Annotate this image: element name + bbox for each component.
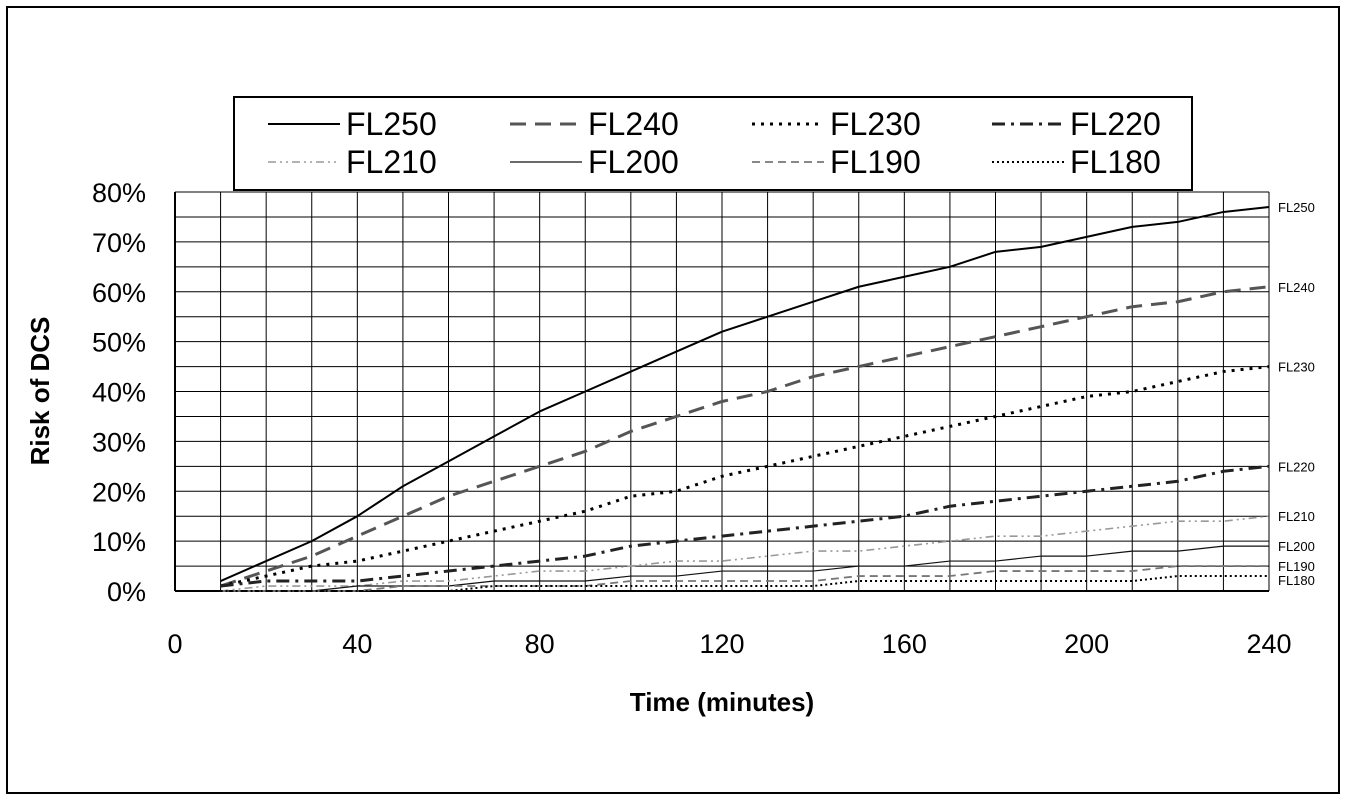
legend-label: FL200	[588, 144, 679, 180]
legend-label: FL210	[346, 144, 437, 180]
series-end-label: FL180	[1278, 573, 1315, 588]
series-end-label: FL200	[1278, 539, 1315, 554]
series-line	[220, 205, 1270, 582]
legend-label: FL190	[830, 144, 921, 180]
series-end-label: FL230	[1278, 360, 1315, 375]
legend-box	[233, 96, 1193, 191]
series-line	[220, 565, 1269, 592]
y-tick-label: 60%	[92, 278, 146, 308]
x-tick-label: 200	[1064, 629, 1109, 659]
y-tick-label: 10%	[92, 527, 146, 557]
y-axis-title: Risk of DCS	[25, 317, 55, 466]
series-line	[220, 464, 1270, 588]
y-tick-label: 70%	[92, 228, 146, 258]
x-tick-label: 240	[1246, 629, 1291, 659]
x-tick-label: 80	[525, 629, 555, 659]
y-tick-label: 40%	[92, 378, 146, 408]
series-end-label: FL250	[1278, 200, 1315, 215]
y-tick-label: 80%	[92, 178, 146, 208]
y-tick-label: 0%	[107, 577, 146, 607]
legend: FL250 FL240 FL230 FL220 FL210 FL200 FL190 FL180	[233, 96, 1193, 191]
x-axis-title: Time (minutes)	[630, 687, 814, 717]
y-tick-label: 20%	[92, 477, 146, 507]
series-end-label: FL190	[1278, 559, 1315, 574]
series-end-label: FL210	[1278, 509, 1315, 524]
x-tick-label: 160	[882, 629, 927, 659]
x-tick-label: 40	[342, 629, 372, 659]
legend-label: FL250	[346, 106, 437, 142]
legend-label: FL220	[1070, 106, 1161, 142]
series-end-label: FL220	[1278, 459, 1315, 474]
axes: 0 40 80 120 160 200 240 0% 10% 20% 30% 40% 50% 60% 70%…	[92, 178, 1292, 659]
series-line	[220, 515, 1270, 592]
legend-label: FL240	[588, 106, 679, 142]
series-line	[220, 285, 1270, 588]
grid	[174, 191, 1270, 592]
y-tick-label: 50%	[92, 328, 146, 358]
series-end-label: FL240	[1278, 280, 1315, 295]
legend-label: FL180	[1070, 144, 1161, 180]
series-lines	[220, 205, 1270, 592]
legend-label: FL230	[830, 106, 921, 142]
y-tick-label: 30%	[92, 427, 146, 457]
x-tick-label: 0	[167, 629, 182, 659]
x-tick-label: 120	[699, 629, 744, 659]
